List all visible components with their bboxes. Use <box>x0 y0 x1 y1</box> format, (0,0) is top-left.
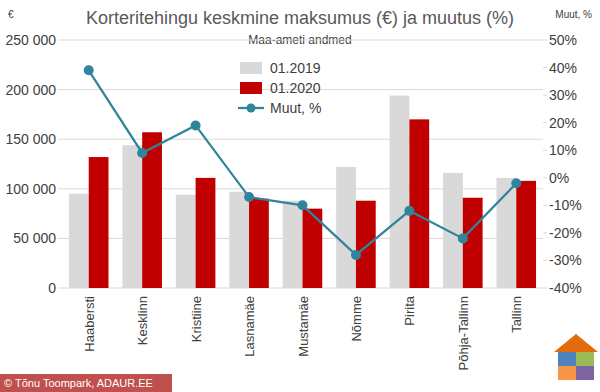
grid-line <box>62 40 543 41</box>
legend: 01.2019 01.2020 Muut, % <box>238 60 321 116</box>
y-tick-label: 200 000 <box>5 82 56 98</box>
bar <box>249 199 269 288</box>
y2-tick-label: 20% <box>549 115 577 131</box>
y2-tick-label: -20% <box>549 225 582 241</box>
y-tick-label: 250 000 <box>5 32 56 48</box>
y-tick-label: 100 000 <box>5 181 56 197</box>
y2-tick-label: 30% <box>549 87 577 103</box>
y-axis-label: € <box>8 9 14 20</box>
marks <box>69 65 536 288</box>
legend-label: 01.2020 <box>270 80 321 96</box>
bar <box>229 192 249 288</box>
y2-tick <box>543 95 547 96</box>
logo-roof <box>554 334 598 352</box>
y2-tick <box>543 177 547 178</box>
legend-label: 01.2019 <box>270 60 321 76</box>
x-tick-label: Pirita <box>402 295 417 325</box>
grid <box>58 40 547 288</box>
logo-block <box>558 366 576 380</box>
y-tick <box>58 188 62 189</box>
y2-axis-label: Muut, % <box>555 9 592 20</box>
bar <box>196 178 216 288</box>
marker <box>244 192 254 202</box>
y2-tick <box>543 40 547 41</box>
marker <box>458 233 468 243</box>
y-tick <box>58 238 62 239</box>
footer-text: © Tõnu Toompark, ADAUR.EE <box>4 377 153 389</box>
y2-tick-label: 10% <box>549 142 577 158</box>
y2-tick-label: 0% <box>549 170 569 186</box>
bar <box>69 194 89 288</box>
y-tick-label: 50 000 <box>13 230 56 246</box>
y2-tick <box>543 260 547 261</box>
marker <box>84 65 94 75</box>
marker <box>137 148 147 158</box>
marker <box>191 120 201 130</box>
y2-tick-label: 50% <box>549 32 577 48</box>
x-tick-label: Nõmme <box>349 296 364 342</box>
y2-tick <box>543 288 547 289</box>
logo <box>554 334 598 380</box>
chart-container: Korteritehingu keskmine maksumus (€) ja … <box>0 0 600 392</box>
bar <box>89 157 109 288</box>
y-tick <box>58 40 62 41</box>
marker <box>404 206 414 216</box>
y-tick-label: 150 000 <box>5 131 56 147</box>
x-tick-label: Kristiine <box>189 296 204 342</box>
x-tick-label: Mustamäe <box>296 296 311 357</box>
bar <box>176 195 196 288</box>
y2-tick-label: -30% <box>549 252 582 268</box>
bar <box>463 198 483 288</box>
bar <box>336 167 356 288</box>
y2-tick-label: -10% <box>549 197 582 213</box>
bar <box>283 201 303 288</box>
logo-block <box>576 366 594 380</box>
legend-marker <box>247 104 256 113</box>
y-tick-label: 0 <box>48 280 56 296</box>
x-tick-label: Haabersti <box>82 296 97 352</box>
marker <box>351 250 361 260</box>
y2-tick <box>543 122 547 123</box>
y2-tick <box>543 67 547 68</box>
y2-tick-label: -40% <box>549 280 582 296</box>
x-tick-label: Tallinn <box>509 296 524 333</box>
y2-tick <box>543 232 547 233</box>
bar <box>122 145 142 288</box>
x-tick-label: Lasnamäe <box>242 296 257 357</box>
bar <box>356 201 376 288</box>
marker <box>298 200 308 210</box>
y2-tick-label: 40% <box>549 60 577 76</box>
legend-swatch <box>240 82 262 94</box>
legend-label: Muut, % <box>270 100 321 116</box>
chart-title: Korteritehingu keskmine maksumus (€) ja … <box>86 8 514 28</box>
y-tick <box>58 139 62 140</box>
bar <box>390 96 410 288</box>
footer-band <box>0 374 172 392</box>
x-tick-label: Kesklinn <box>135 296 150 345</box>
y2-tick <box>543 205 547 206</box>
logo-block <box>576 352 594 366</box>
y-tick <box>58 288 62 289</box>
marker <box>511 178 521 188</box>
logo-block <box>558 352 576 366</box>
background <box>0 0 600 392</box>
bar <box>516 181 536 288</box>
line <box>89 70 517 255</box>
x-tick-label: Põhja-Tallinn <box>456 296 471 370</box>
y-tick <box>58 89 62 90</box>
legend-swatch <box>240 62 262 74</box>
bar <box>409 119 429 288</box>
y2-tick <box>543 150 547 151</box>
chart-svg: Korteritehingu keskmine maksumus (€) ja … <box>0 0 600 392</box>
